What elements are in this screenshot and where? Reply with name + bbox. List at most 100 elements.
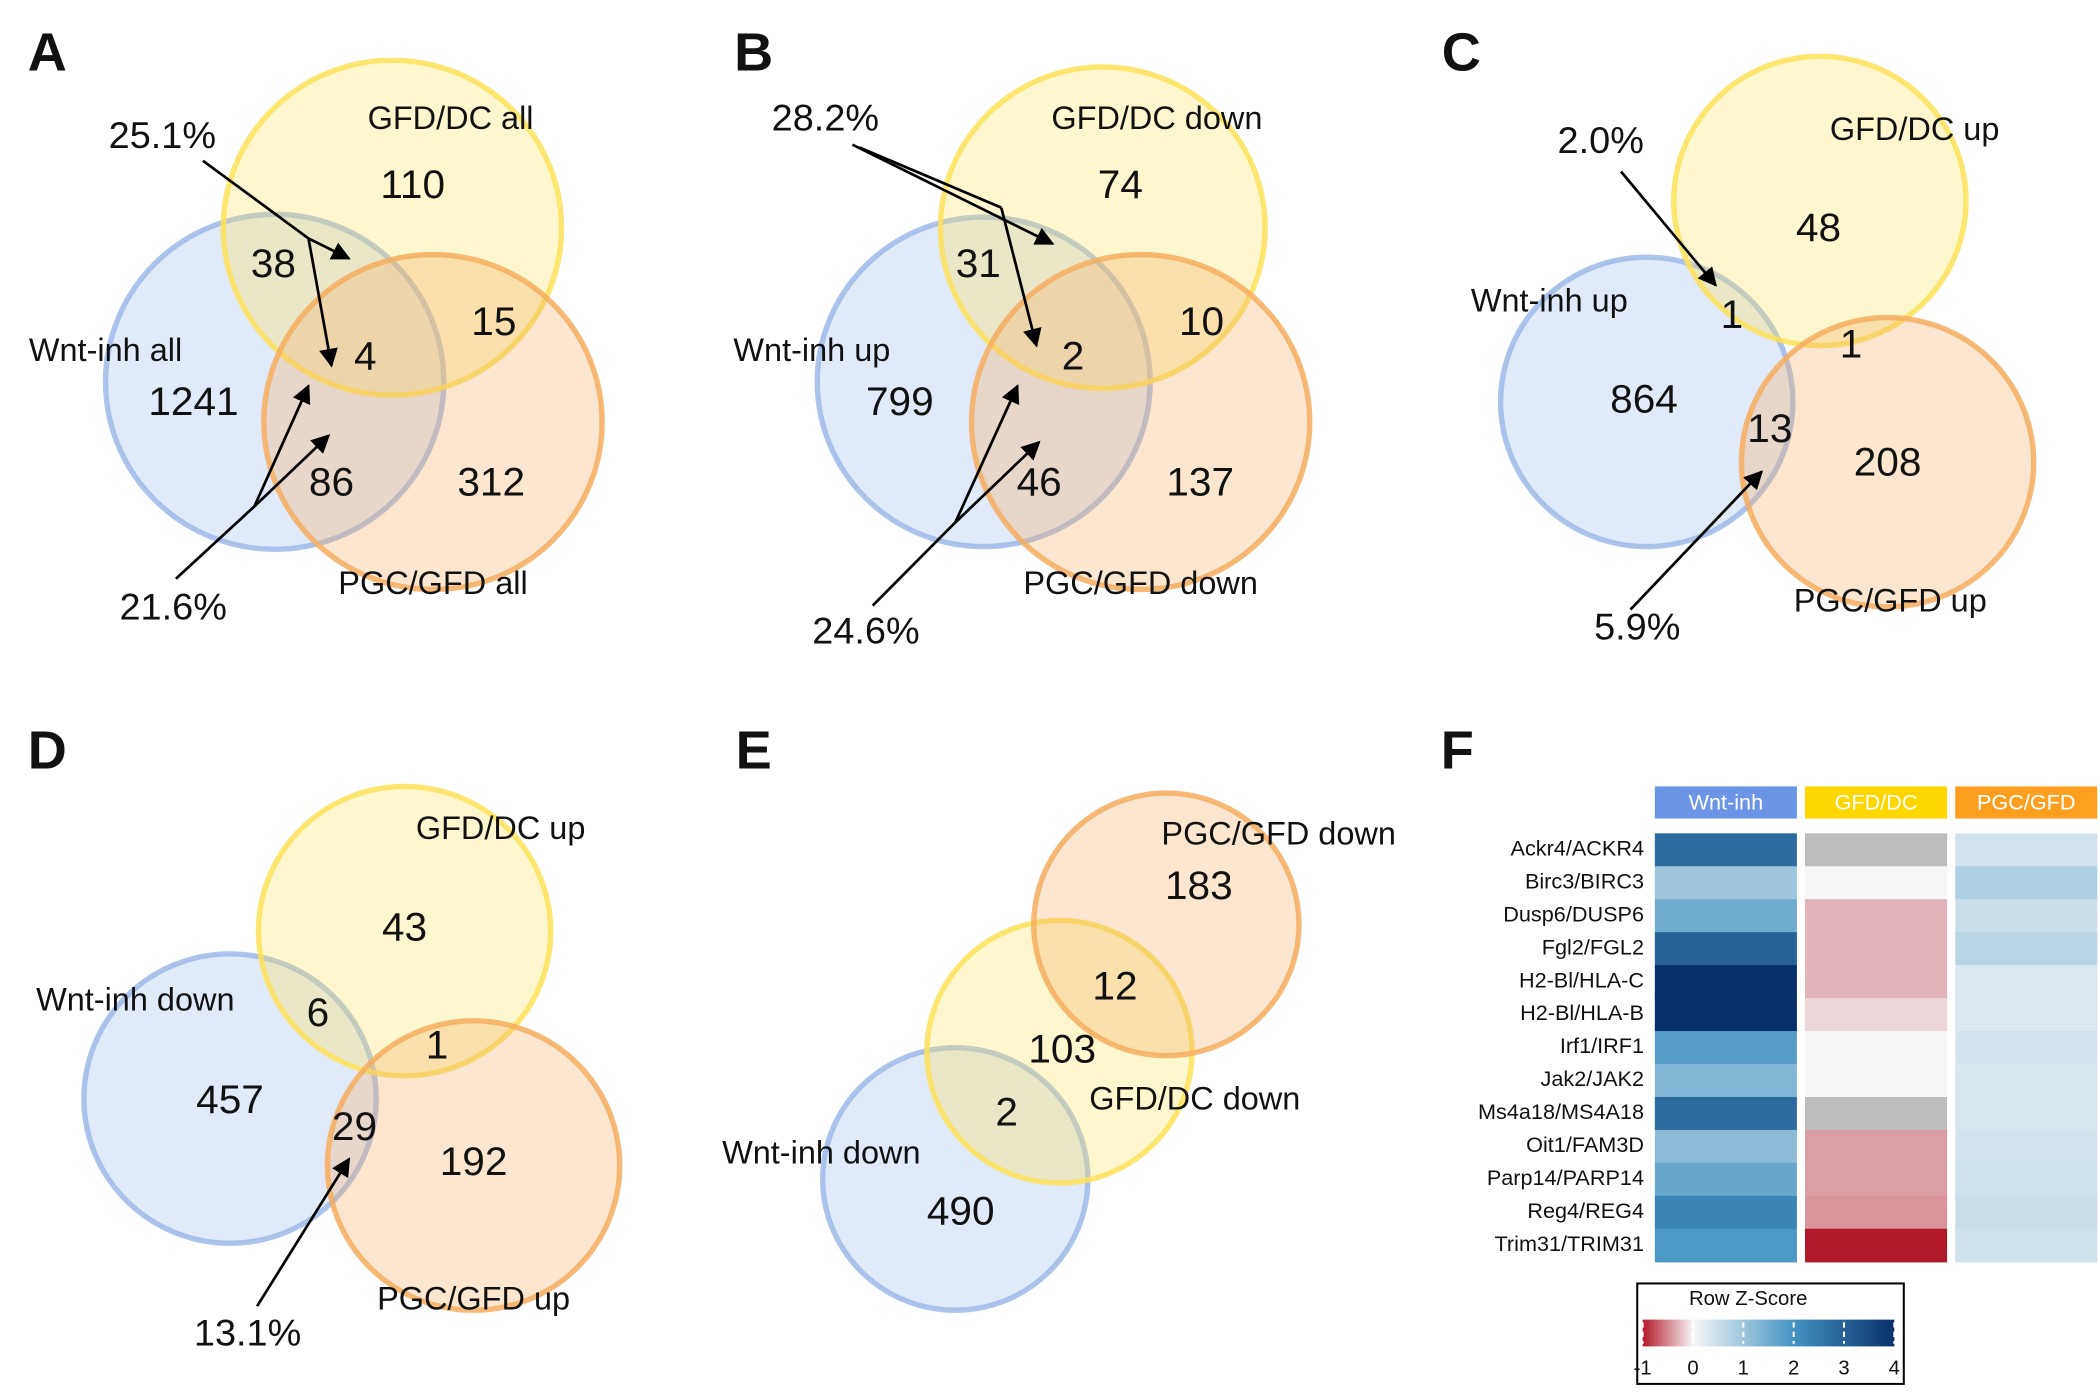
set-name: PGC/GFD down (1023, 565, 1257, 601)
region-count: 43 (382, 904, 427, 950)
set-circle (937, 64, 1268, 392)
overlap-percent: 5.9% (1594, 606, 1680, 648)
set-circle (324, 1018, 623, 1313)
heatmap-cell (1805, 998, 1948, 1032)
pointer-arrow (253, 384, 311, 507)
set-name: Wnt-inh all (29, 332, 182, 368)
color-bar-tick-label: 2 (1788, 1358, 1799, 1380)
row-label: Birc3/BIRC3 (1525, 869, 1644, 893)
row-label: Parp14/PARP14 (1487, 1166, 1644, 1190)
heatmap-cell (1955, 1129, 2098, 1164)
heatmap-cell (1654, 1129, 1797, 1164)
overlap-percent: 25.1% (109, 114, 216, 156)
pointer-arrow (1629, 470, 1764, 611)
column-header (1654, 786, 1797, 819)
heatmap-cell (1805, 1031, 1948, 1065)
heatmap-cell (1805, 833, 1948, 867)
panel-letter: C (1442, 23, 1481, 83)
row-label: Ms4a18/MS4A18 (1478, 1100, 1644, 1124)
heatmap-cell (1654, 1162, 1797, 1197)
set-circle (81, 951, 379, 1246)
set-circle (968, 251, 1313, 593)
region-count: 864 (1610, 376, 1678, 422)
region-count: 799 (866, 378, 934, 424)
set-name: Wnt-inh up (733, 332, 890, 368)
region-count: 48 (1796, 204, 1841, 250)
set-name: GFD/DC down (1089, 1081, 1300, 1117)
color-bar-tick-label: 1 (1738, 1358, 1749, 1380)
set-name: GFD/DC up (1830, 111, 2000, 147)
column-label: GFD/DC (1835, 791, 1918, 815)
heatmap-cell (1805, 1228, 1948, 1263)
region-count: 312 (457, 459, 525, 505)
venn-panel: E Wnt-inh down GFD/DC down PGC/GFD down 183 1… (722, 721, 1396, 1313)
heatmap-cell (1955, 998, 2098, 1032)
set-circle (261, 251, 605, 593)
set-name: GFD/DC up (416, 810, 586, 846)
pointer-line (871, 521, 957, 607)
set-name: GFD/DC down (1051, 100, 1262, 136)
heatmap-cell (1654, 932, 1797, 966)
pointer-arrow (307, 238, 338, 368)
region-count: 46 (1017, 459, 1062, 505)
region-count: 110 (380, 161, 445, 207)
pointer-arrow (253, 434, 331, 508)
set-circle (1738, 314, 2037, 610)
heatmap-cell (1805, 1162, 1948, 1197)
heatmap-cell (1955, 1228, 2098, 1263)
region-count: 4 (354, 333, 377, 379)
heatmap-cell (1955, 1064, 2098, 1098)
set-name: PGC/GFD down (1161, 816, 1395, 852)
overlap-percent: 13.1% (194, 1312, 301, 1354)
heatmap-cell (1955, 1195, 2098, 1230)
heatmap-cell (1654, 1096, 1797, 1131)
region-count: 38 (251, 240, 296, 286)
set-name: Wnt-inh down (722, 1134, 920, 1170)
heatmap-cell (1654, 899, 1797, 933)
column-label: Wnt-inh (1689, 791, 1764, 815)
overlap-percent: 21.6% (119, 586, 226, 628)
color-bar-tick-label: 0 (1687, 1358, 1698, 1380)
row-label: Jak2/JAK2 (1541, 1067, 1644, 1091)
region-count: 29 (332, 1103, 377, 1149)
panel-letter: E (736, 721, 772, 781)
heatmap-cell (1955, 833, 2098, 867)
venn-panel: A Wnt-inh all GFD/DC all PGC/GFD all 110 38 15… (28, 23, 605, 628)
heatmap-cell (1955, 866, 2098, 900)
region-count: 183 (1165, 862, 1233, 908)
region-count: 2 (995, 1088, 1018, 1134)
region-count: 2 (1062, 333, 1085, 379)
region-count: 1 (1840, 321, 1863, 367)
venn-panel: D Wnt-inh down GFD/DC up PGC/GFD up 43 6 1 457 2… (28, 721, 623, 1354)
heatmap-cell (1955, 932, 2098, 966)
heatmap-cell (1805, 932, 1948, 966)
heatmap-cell (1805, 899, 1948, 933)
region-count: 15 (471, 298, 516, 344)
region-count: 192 (440, 1138, 508, 1184)
region-count: 1241 (148, 378, 238, 424)
heatmap-cell (1654, 965, 1797, 999)
pointer-arrow (851, 143, 1055, 246)
color-bar (1642, 1319, 1895, 1347)
set-name: GFD/DC all (368, 100, 534, 136)
heatmap-cell (1654, 866, 1797, 900)
pointer-arrow (255, 1157, 351, 1307)
region-count: 103 (1028, 1025, 1096, 1071)
heatmap-cell (1805, 1129, 1948, 1164)
region-count: 457 (196, 1076, 264, 1122)
heatmap-cell (1654, 1031, 1797, 1065)
row-label: Oit1/FAM3D (1526, 1133, 1644, 1157)
region-count: 208 (1854, 439, 1922, 485)
region-count: 86 (309, 459, 354, 505)
region-count: 10 (1179, 298, 1224, 344)
heatmap-cell (1955, 1031, 2098, 1065)
panel-letter: B (734, 23, 773, 83)
row-label: H2-Bl/HLA-C (1519, 968, 1644, 992)
region-count: 13 (1747, 405, 1792, 451)
set-circle (1671, 53, 1969, 349)
pointer-arrow (954, 440, 1041, 524)
row-label: Reg4/REG4 (1527, 1199, 1644, 1223)
heatmap-panel: F Wnt-inh GFD/DC PGC/GFD Ackr4/ACKR4 Birc3/BI… (1441, 721, 2098, 1385)
